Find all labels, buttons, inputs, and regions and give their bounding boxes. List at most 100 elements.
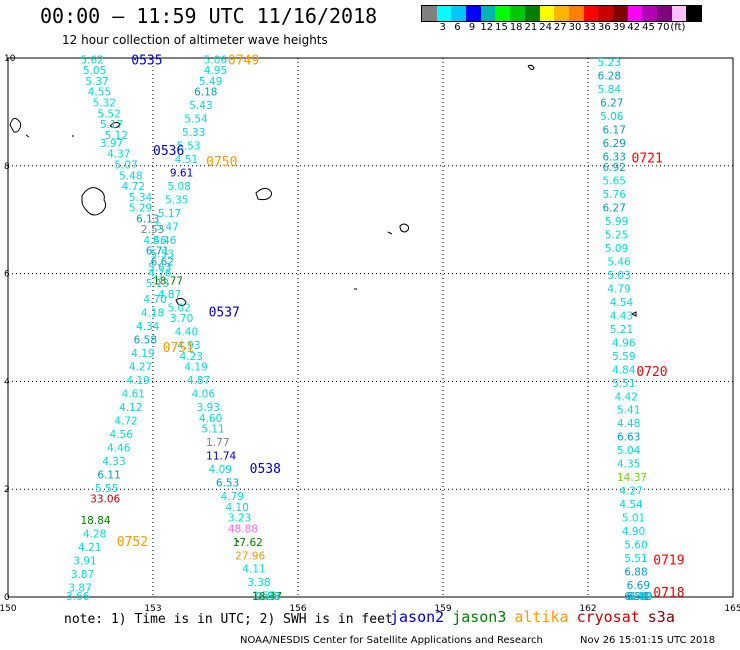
wave-height-value: 6.62: [151, 257, 174, 269]
island: [81, 187, 107, 216]
footer-timestamp: Nov 26 15:01:15 UTC 2018: [580, 635, 716, 646]
lon-tick-label: 153: [144, 604, 161, 614]
island: [255, 188, 273, 201]
wave-height-value: 5.63: [148, 262, 171, 274]
lon-tick-label: 150: [0, 604, 17, 614]
wave-height-value: 4.48: [617, 418, 640, 430]
colorbar-swatch: [495, 6, 511, 21]
colorbar-swatch: [422, 6, 437, 21]
wave-height-value: 5.49: [199, 76, 222, 88]
island: [72, 121, 121, 137]
wave-height-value: 3.87: [68, 583, 91, 595]
wave-height-value: 2.53: [141, 224, 164, 236]
wave-height-value: 5.06: [600, 111, 624, 123]
wave-height-value: 5.48: [119, 170, 142, 182]
lat-tick-label: 8: [4, 162, 10, 172]
wave-height-value: 18.77: [153, 275, 183, 287]
wave-height-value: 5.32: [93, 98, 116, 110]
lon-tick-label: 162: [579, 604, 596, 614]
wave-height-value: 6.92: [603, 162, 626, 174]
wave-height-value: 5.17: [100, 119, 123, 131]
wave-height-value: 18.37: [252, 591, 282, 603]
wave-height-value: 4.79: [607, 283, 630, 295]
colorbar-swatch: [657, 6, 672, 21]
wave-height-value: 4.28: [83, 529, 106, 541]
wave-height-value: 4.79: [221, 491, 244, 503]
legend-item: s3a: [647, 608, 675, 626]
wave-height-value: 4.06: [192, 389, 216, 401]
wave-height-value: 3.93: [197, 402, 220, 414]
wave-height-value: 5.51: [612, 378, 635, 390]
wave-height-value: 4.93: [177, 340, 200, 352]
legend-item: cryosat: [576, 608, 640, 626]
wave-height-value: 4.70: [143, 294, 166, 306]
wave-height-value: 4.56: [110, 429, 134, 441]
wave-height-value: 5.05: [83, 65, 106, 77]
wave-height-value: 4.94: [629, 591, 653, 603]
wave-height-value: 4.12: [119, 402, 142, 414]
map-frame: [7, 57, 734, 598]
wave-height-value: 4.84: [612, 364, 636, 376]
wave-height-value: 5.52: [97, 108, 120, 120]
colorbar-swatch: [480, 6, 496, 21]
colorbar-label: 42: [627, 22, 641, 33]
wave-height-value: 5.99: [605, 216, 628, 228]
wave-height-value: 4.34: [136, 321, 160, 333]
wave-height-value: 4.19: [126, 375, 149, 387]
wave-height-value: 6.27: [603, 203, 626, 215]
pass-id-label: 0751: [163, 341, 194, 356]
pass-id-label: 0536: [153, 144, 184, 159]
wave-height-value: 4.87: [187, 375, 210, 387]
wave-height-value: 4.90: [622, 526, 645, 538]
wave-height-value: 5.04: [617, 445, 641, 457]
pass-id-label: 0535: [131, 53, 162, 68]
map-title: 00:00 – 11:59 UTC 11/16/2018: [40, 4, 378, 28]
pass-id-label: 0749: [228, 53, 259, 68]
wave-height-value: 4.37: [107, 149, 130, 161]
wave-height-value: 5.84: [598, 84, 622, 96]
wave-height-value: 4.46: [107, 442, 131, 454]
wave-height-value: 4.33: [102, 456, 125, 468]
legend-item: jason2: [390, 608, 445, 626]
wave-height-value: 5.09: [605, 243, 628, 255]
wave-height-value: 6.33: [603, 151, 626, 163]
colorbar-label: (ft): [670, 22, 686, 33]
wave-height-value: 5.53: [177, 141, 200, 153]
wave-height-value: 4.21: [78, 542, 101, 554]
colorbar-swatch: [568, 6, 584, 21]
wave-height-value: 5.01: [622, 513, 645, 525]
wave-height-value: 6.17: [603, 124, 626, 136]
wave-height-value: 4.19: [184, 362, 207, 374]
wave-height-value: 4.51: [175, 154, 198, 166]
colorbar-swatch: [466, 6, 481, 21]
colorbar-swatch: [554, 6, 569, 21]
wave-height-value: 5.34: [129, 192, 153, 204]
wave-height-value: 3.87: [71, 569, 94, 581]
pass-id-label: 0537: [209, 306, 240, 321]
wave-height-value: 4.23: [180, 351, 203, 363]
wave-height-value: 18.84: [81, 515, 111, 527]
wave-height-value: 6.58: [134, 335, 157, 347]
legend: jason2 jason3 altika cryosat s3a: [390, 608, 683, 626]
wave-height-value: 4.55: [88, 87, 111, 99]
colorbar-swatch: [627, 6, 643, 21]
wave-height-value: 4.72: [114, 416, 137, 428]
wave-height-value: 4.43: [610, 310, 633, 322]
wave-height-value: 5.62: [81, 54, 104, 66]
wave-height-value: 6.71: [146, 246, 169, 258]
wave-height-value: 5.60: [624, 539, 647, 551]
wave-height-value: 4.40: [175, 327, 198, 339]
axis-ticks: 150 153 156 159 162 165 0 2 4 6 8 10: [0, 54, 740, 614]
wave-height-value: 6.29: [603, 138, 626, 150]
wave-height-value: 5.23: [598, 57, 621, 69]
wave-height-value: 3.70: [170, 313, 193, 325]
wave-height-value: 5.59: [612, 351, 635, 363]
wave-height-value: 5.11: [201, 424, 224, 436]
wave-height-value: 5.54: [184, 114, 208, 126]
colorbar-label: 21: [524, 22, 538, 33]
pass-id-label: 0752: [117, 535, 148, 550]
wave-height-value: 4.61: [122, 389, 145, 401]
wave-height-value: 5.06: [204, 54, 228, 66]
wave-height-value: 5.25: [605, 230, 628, 242]
colorbar-swatch: [539, 6, 555, 21]
